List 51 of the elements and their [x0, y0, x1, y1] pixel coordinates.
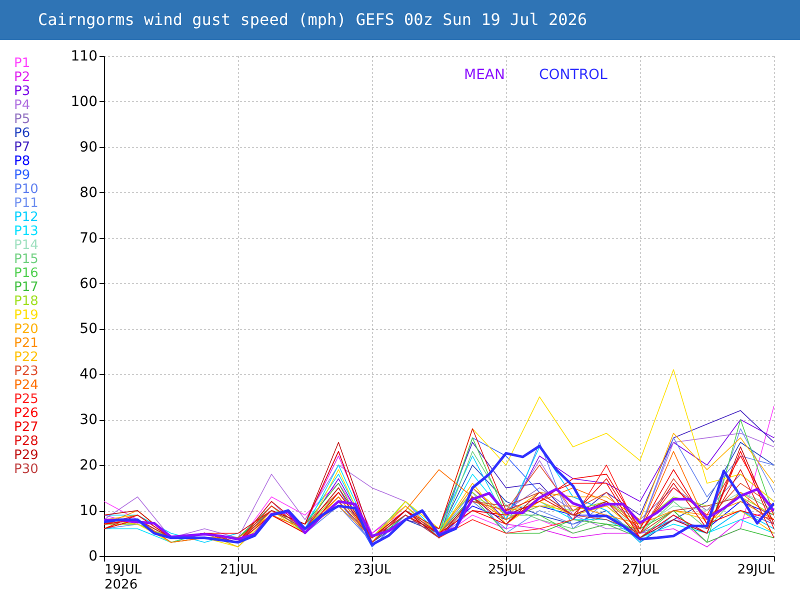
x-tick-label: 25JUL [488, 562, 526, 578]
y-tick-label: 90 [80, 139, 98, 156]
text: P13 [14, 224, 38, 239]
text: P19 [14, 308, 38, 323]
text: P25 [14, 392, 38, 407]
y-tick-label: 100 [70, 94, 98, 110]
text: P22 [14, 350, 38, 365]
text: P14 [14, 238, 38, 253]
y-tick-label: 70 [80, 230, 98, 246]
text: P9 [14, 168, 30, 183]
x-tick-label: 19JUL 2026 [104, 562, 142, 592]
text: MEAN [464, 67, 505, 83]
text: P16 [14, 266, 38, 281]
text: P7 [14, 140, 30, 155]
text: P1 [14, 56, 30, 71]
y-tick-label: 30 [80, 412, 98, 428]
text: P4 [14, 98, 30, 113]
text: P30 [14, 462, 38, 477]
y-tick-label: 60 [80, 276, 98, 292]
text: P6 [14, 126, 30, 141]
text: P12 [14, 210, 38, 225]
chart-title: Cairngorms wind gust speed (mph) GEFS 00z Sun 19 Jul 2026 [0, 0, 800, 40]
y-tick-label: 20 [80, 458, 98, 474]
text: P17 [14, 280, 38, 295]
text: P18 [14, 294, 38, 309]
text: P2 [14, 70, 30, 85]
text: P29 [14, 448, 38, 463]
text: P5 [14, 112, 30, 127]
text: P23 [14, 364, 38, 379]
text: P26 [14, 406, 38, 421]
text: P24 [14, 378, 38, 393]
text: P21 [14, 336, 38, 351]
y-tick-label: 10 [80, 503, 98, 520]
text: P8 [14, 154, 30, 169]
x-tick-label: 29JUL [737, 562, 776, 578]
text: P10 [14, 182, 38, 197]
x-tick-label: 23JUL [354, 562, 392, 578]
y-tick-label: 110 [70, 48, 98, 64]
y-tick-label: 0 [88, 548, 98, 564]
y-tick-label: 40 [80, 366, 98, 383]
x-tick-label: 21JUL [220, 562, 258, 578]
text: P20 [14, 322, 38, 337]
text: CONTROL [539, 67, 608, 83]
x-tick-label: 27JUL [622, 562, 660, 578]
text: P3 [14, 84, 30, 99]
y-tick-label: 80 [80, 184, 98, 201]
text: P28 [14, 434, 38, 449]
text: P15 [14, 252, 38, 267]
text: P27 [14, 420, 38, 435]
text: P11 [14, 196, 38, 211]
y-tick-label: 50 [80, 321, 98, 338]
